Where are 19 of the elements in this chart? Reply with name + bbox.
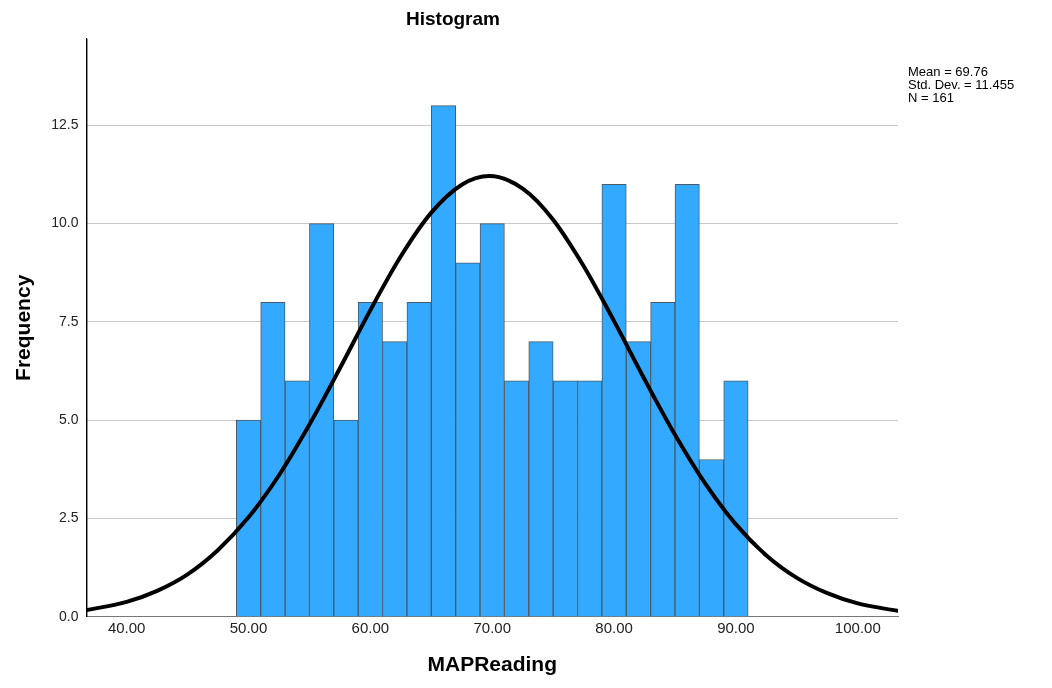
x-tick-label: 100.00 <box>834 618 881 636</box>
chart-title: Histogram <box>406 7 500 29</box>
y-tick-label: 7.5 <box>58 312 79 329</box>
y-tick-label: 10.0 <box>51 214 79 231</box>
y-tick-label: 12.5 <box>51 116 79 133</box>
x-tick-label: 60.00 <box>351 618 390 636</box>
x-tick-label: 50.00 <box>229 618 268 636</box>
x-tick-label: 70.00 <box>473 618 511 636</box>
x-tick-label: 80.00 <box>595 618 633 636</box>
x-axis-title: MAPReading <box>427 652 557 676</box>
text: Std. Dev. = 11.455 <box>908 77 1015 93</box>
x-tick-label: 90.00 <box>717 618 755 636</box>
y-tick-label: 2.5 <box>58 509 79 526</box>
x-tick-label: 40.00 <box>107 618 146 636</box>
text: Mean = 69.76 <box>908 64 988 80</box>
text: N = 161 <box>908 90 954 106</box>
y-axis-title: Frequency <box>11 274 35 381</box>
y-tick-label: 0.0 <box>58 607 79 624</box>
y-tick-label: 5.0 <box>58 411 79 428</box>
